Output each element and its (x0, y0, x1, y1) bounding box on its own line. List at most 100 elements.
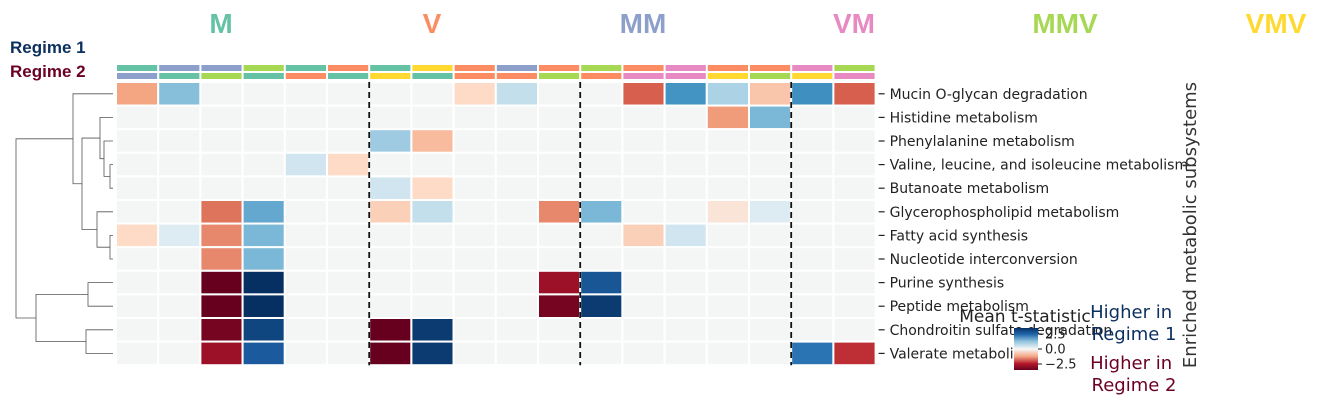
heatmap-cell-r7-c5 (326, 246, 371, 272)
heatmap-cell-r9-c1 (157, 293, 202, 319)
heatmap-cell-r6-c10 (537, 222, 582, 249)
higher-regime-2-note: Higher in Regime 2 (1090, 353, 1178, 396)
heatmap-cell-r3-c4 (283, 151, 328, 178)
column-strip-regime1-15 (750, 65, 791, 71)
heatmap-cell-r0-c6 (368, 81, 413, 107)
column-strip-regime1-9 (496, 65, 537, 71)
heatmap-cell-r8-c9 (494, 269, 539, 296)
heatmap-cell-r1-c15 (748, 104, 793, 131)
column-strip-regime2-0 (117, 73, 158, 79)
heatmap-cell-r6-c0 (115, 222, 160, 249)
heatmap-cell-r6-c1 (157, 222, 202, 249)
heatmap-cell-r2-c1 (157, 128, 202, 154)
column-strip-regime1-17 (834, 65, 875, 71)
heatmap-cell-r4-c3 (241, 175, 286, 201)
heatmap-cell-r1-c8 (452, 104, 497, 131)
heatmap-cell-r1-c2 (199, 104, 244, 131)
heatmap-cell-r0-c13 (663, 81, 708, 107)
heatmap-cell-r6-c7 (410, 222, 455, 249)
heatmap-cell-r4-c5 (326, 175, 371, 201)
row-label-6: Fatty acid synthesis (890, 228, 1028, 244)
column-strip-regime2-15 (750, 73, 791, 79)
heatmap-cell-r4-c9 (494, 175, 539, 201)
heatmap-cell-r11-c16 (790, 340, 835, 367)
row-label-4: Butanoate metabolism (890, 181, 1050, 197)
heatmap-cell-r1-c14 (705, 104, 750, 131)
heatmap-cell-r0-c10 (537, 81, 582, 107)
heatmap-cell-r6-c5 (326, 222, 371, 249)
heatmap-cell-r11-c1 (157, 340, 202, 367)
heatmap-cell-r4-c14 (705, 175, 750, 201)
column-strip-regime1-0 (117, 65, 158, 71)
column-strip-regime1-6 (370, 65, 411, 71)
heatmap-cell-r11-c7 (410, 340, 455, 367)
heatmap-cell-r4-c16 (790, 175, 835, 201)
heatmap-cell-r10-c14 (705, 317, 750, 343)
heatmap-cell-r6-c11 (579, 222, 624, 249)
column-strip-regime1-3 (243, 65, 284, 71)
column-strip-regime2-7 (412, 73, 453, 79)
colorbar-tick-label-1: 0.0 (1045, 343, 1066, 358)
heatmap-cell-r1-c11 (579, 104, 624, 131)
colorbar-gradient (1014, 328, 1038, 370)
heatmap-cell-r1-c10 (537, 104, 582, 131)
group-label-vm: VM (833, 8, 875, 39)
heatmap-cell-r10-c3 (241, 317, 286, 343)
heatmap-cell-r9-c7 (410, 293, 455, 319)
heatmap-cell-r7-c14 (705, 246, 750, 272)
heatmap-cell-r3-c0 (115, 151, 160, 178)
heatmap-cell-r5-c9 (494, 199, 539, 225)
heatmap-cell-r0-c16 (790, 81, 835, 107)
heatmap-cell-r1-c3 (241, 104, 286, 131)
heatmap-cell-r9-c14 (705, 293, 750, 319)
heatmap-cell-r2-c5 (326, 128, 371, 154)
heatmap-cell-r1-c6 (368, 104, 413, 131)
dendrogram-link-1 (85, 329, 113, 354)
heatmap-cell-r10-c16 (790, 317, 835, 343)
heatmap-cell-r9-c2 (199, 293, 244, 319)
heatmap-cell-r7-c12 (621, 246, 666, 272)
heatmap-cell-r7-c11 (579, 246, 624, 272)
heatmap-cell-r2-c13 (663, 128, 708, 154)
heatmap-cell-r4-c2 (199, 175, 244, 201)
colorbar-tick-label-0: 2.5 (1045, 328, 1066, 343)
heatmap-cell-r8-c17 (832, 269, 877, 296)
heatmap-cell-r3-c9 (494, 151, 539, 178)
heatmap-cell-r3-c16 (790, 151, 835, 178)
column-strip-regime1-14 (707, 65, 748, 71)
heatmap-cell-r1-c9 (494, 104, 539, 131)
heatmap-cell-r10-c10 (537, 317, 582, 343)
heatmap-cell-r0-c0 (115, 81, 160, 107)
colorbar-title: Mean t-statistic (959, 307, 1090, 327)
heatmap-cell-r10-c17 (832, 317, 877, 343)
column-strip-regime2-9 (496, 73, 537, 79)
heatmap-cell-r2-c14 (705, 128, 750, 154)
heatmap-cell-r0-c17 (832, 81, 877, 107)
heatmap-cell-r8-c3 (241, 269, 286, 296)
heatmap-cell-r6-c14 (705, 222, 750, 249)
heatmap-cell-r8-c1 (157, 269, 202, 296)
row-label-8: Purine synthesis (890, 276, 1005, 292)
heatmap-cell-r8-c6 (368, 269, 413, 296)
heatmap-cell-r10-c12 (621, 317, 666, 343)
heatmap-cell-r10-c8 (452, 317, 497, 343)
column-strip-regime1-13 (665, 65, 706, 71)
heatmap-cell-r0-c1 (157, 81, 202, 107)
row-label-11: Valerate metabolism (890, 346, 1035, 362)
heatmap-cell-r2-c16 (790, 128, 835, 154)
heatmap-cell-r3-c6 (368, 151, 413, 178)
heatmap-cell-r6-c2 (199, 222, 244, 249)
heatmap-cell-r3-c5 (326, 151, 371, 178)
heatmap-cell-r4-c10 (537, 175, 582, 201)
block-separators (368, 82, 793, 366)
heatmap-cell-r8-c2 (199, 269, 244, 296)
row-label-2: Phenylalanine metabolism (890, 134, 1075, 150)
heatmap-cell-r11-c10 (537, 340, 582, 367)
heatmap-cell-r7-c10 (537, 246, 582, 272)
heatmap-cell-r10-c1 (157, 317, 202, 343)
heatmap-cell-r0-c9 (494, 81, 539, 107)
heatmap-cell-r5-c2 (199, 199, 244, 225)
heatmap-cell-r3-c12 (621, 151, 666, 178)
heatmap-cell-r2-c9 (494, 128, 539, 154)
